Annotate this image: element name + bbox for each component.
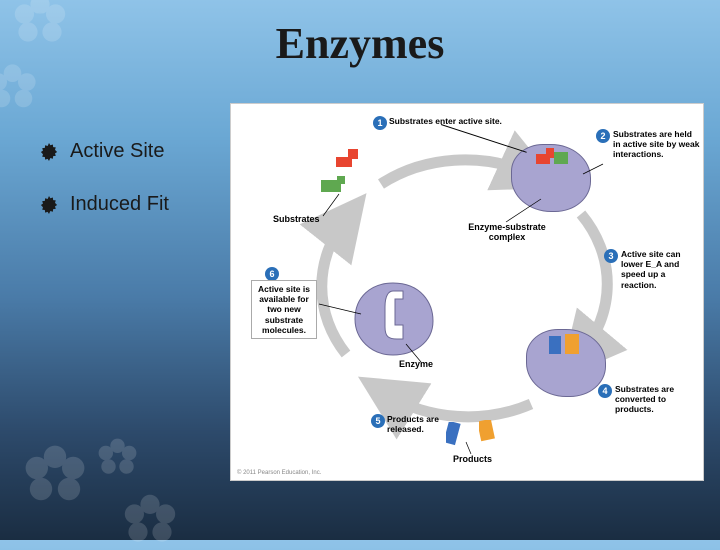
flower-deco	[20, 440, 90, 510]
flower-deco	[10, 0, 70, 50]
copyright-text: © 2011 Pearson Education, Inc.	[237, 470, 321, 476]
slide-title: Enzymes	[276, 18, 445, 69]
flower-deco	[120, 490, 180, 550]
bullet-item: Induced Fit	[40, 193, 169, 216]
flower-deco	[0, 60, 40, 115]
pointer-lines	[231, 104, 705, 482]
bullet-text: Active Site	[70, 140, 164, 163]
enzyme-cycle-diagram: 1 Substrates enter active site. 2 Substr…	[230, 103, 704, 481]
gear-icon	[40, 196, 58, 214]
bullet-text: Induced Fit	[70, 193, 169, 216]
flower-deco	[95, 435, 140, 480]
bullet-list: Active Site Induced Fit	[40, 140, 169, 246]
gear-icon	[40, 143, 58, 161]
bullet-item: Active Site	[40, 140, 169, 163]
